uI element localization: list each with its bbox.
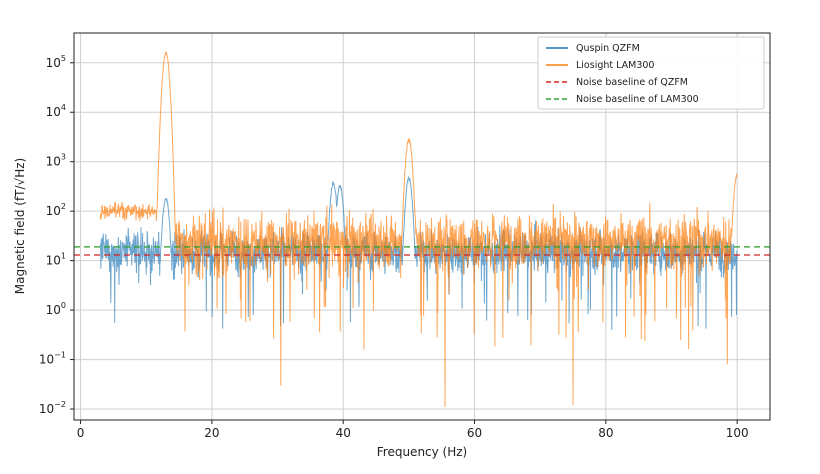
axis-ticks: 0 20 40 60 80 100 10−2 10−1 100 101 102 103 104 105 <box>39 54 749 440</box>
x-tick-label: 20 <box>204 426 219 440</box>
y-tick-label: 101 <box>46 252 66 268</box>
y-tick-label: 105 <box>46 54 66 70</box>
y-tick-label: 100 <box>46 301 66 317</box>
y-tick-label: 103 <box>46 153 66 169</box>
x-tick-label: 100 <box>726 426 749 440</box>
y-tick-label: 10−2 <box>39 400 66 416</box>
x-tick-label: 0 <box>77 426 85 440</box>
legend-label: Noise baseline of LAM300 <box>576 94 699 105</box>
series-line-liosight-lam300 <box>99 51 738 408</box>
x-axis-label: Frequency (Hz) <box>377 445 468 459</box>
x-tick-label: 80 <box>598 426 613 440</box>
x-tick-label: 40 <box>336 426 351 440</box>
x-tick-label: 60 <box>467 426 482 440</box>
legend-box <box>537 36 765 110</box>
y-tick-label: 10−1 <box>39 351 66 367</box>
plot-frame <box>73 32 771 421</box>
series-layer <box>74 51 770 408</box>
legend: Quspin QZFM Liosight LAM300 Noise baseline… <box>537 36 765 110</box>
x-axis-label-text: Frequency (Hz) <box>377 445 468 459</box>
y-tick-label: 102 <box>46 202 66 218</box>
legend-label: Liosight LAM300 <box>576 60 654 71</box>
y-tick-label: 104 <box>46 103 66 119</box>
legend-label: Noise baseline of QZFM <box>576 77 688 88</box>
y-axis-label: Magnetic field (fT/√Hz) <box>13 158 27 294</box>
y-axis-label-text: Magnetic field (fT/√Hz) <box>13 158 27 294</box>
legend-label: Quspin QZFM <box>576 43 640 54</box>
